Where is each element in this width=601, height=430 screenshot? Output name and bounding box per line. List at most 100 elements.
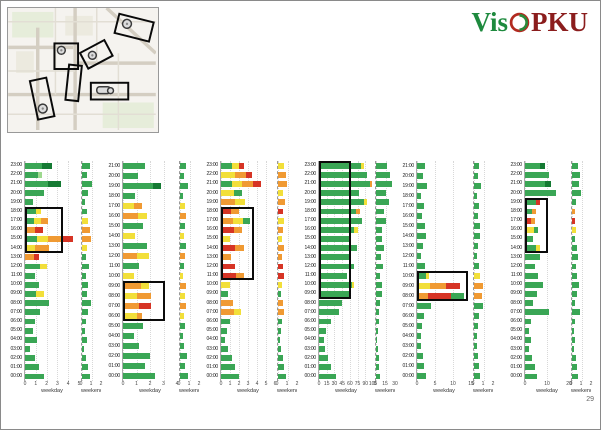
bar-row[interactable]: [278, 198, 297, 207]
bar-row[interactable]: [180, 171, 199, 181]
bar-row[interactable]: [221, 216, 275, 225]
bar-row[interactable]: [572, 317, 591, 326]
bar-row[interactable]: [474, 271, 493, 281]
bar-row[interactable]: [82, 170, 101, 179]
bar-row[interactable]: [123, 171, 177, 181]
bar-row[interactable]: [82, 253, 101, 262]
bar-row[interactable]: [417, 311, 471, 321]
bar-row[interactable]: [572, 372, 591, 381]
bar-row[interactable]: [278, 253, 297, 262]
bar-row[interactable]: [25, 354, 79, 363]
bar-row[interactable]: [417, 211, 471, 221]
bar-row[interactable]: [417, 201, 471, 211]
bar-row[interactable]: [82, 262, 101, 271]
bar-row[interactable]: [319, 280, 373, 289]
bar-row[interactable]: [376, 161, 395, 170]
bar-row[interactable]: [376, 216, 395, 225]
bar-row[interactable]: [221, 344, 275, 353]
bar-row[interactable]: [525, 372, 569, 381]
bar-row[interactable]: [278, 344, 297, 353]
bar-row[interactable]: [278, 326, 297, 335]
bar-row[interactable]: [474, 251, 493, 261]
bar-row[interactable]: [278, 299, 297, 308]
bar-row[interactable]: [278, 179, 297, 188]
bar-row[interactable]: [221, 207, 275, 216]
bar-row[interactable]: [417, 331, 471, 341]
bar-row[interactable]: [82, 335, 101, 344]
bar-row[interactable]: [417, 361, 471, 371]
bar-row[interactable]: [278, 234, 297, 243]
bar-row[interactable]: [474, 231, 493, 241]
bar-row[interactable]: [25, 189, 79, 198]
bar-row[interactable]: [319, 170, 373, 179]
bar-row[interactable]: [525, 179, 569, 188]
bar-row[interactable]: [376, 225, 395, 234]
bar-row[interactable]: [180, 321, 199, 331]
bar-row[interactable]: [82, 326, 101, 335]
bar-row[interactable]: [25, 216, 79, 225]
bar-row[interactable]: [376, 253, 395, 262]
selection-box[interactable]: [417, 271, 469, 301]
bar-row[interactable]: [417, 251, 471, 261]
bar-row[interactable]: [25, 308, 79, 317]
bar-row[interactable]: [319, 271, 373, 280]
bar-row[interactable]: [572, 234, 591, 243]
bar-row[interactable]: [474, 241, 493, 251]
bar-row[interactable]: [319, 207, 373, 216]
bar-row[interactable]: [417, 341, 471, 351]
bar-row[interactable]: [474, 171, 493, 181]
bar-row[interactable]: [25, 326, 79, 335]
bar-row[interactable]: [572, 253, 591, 262]
bar-row[interactable]: [221, 335, 275, 344]
bar-row[interactable]: [180, 251, 199, 261]
map-selection-box[interactable]: [89, 81, 130, 101]
bar-row[interactable]: [82, 308, 101, 317]
bar-row[interactable]: [525, 262, 569, 271]
bar-row[interactable]: [25, 372, 79, 381]
bar-row[interactable]: [180, 331, 199, 341]
bar-row[interactable]: [319, 179, 373, 188]
bar-row[interactable]: [572, 161, 591, 170]
bar-row[interactable]: [376, 280, 395, 289]
bar-row[interactable]: [417, 281, 471, 291]
bar-row[interactable]: [319, 299, 373, 308]
bar-row[interactable]: [417, 261, 471, 271]
bar-row[interactable]: [319, 317, 373, 326]
bar-row[interactable]: [123, 251, 177, 261]
bar-row[interactable]: [572, 289, 591, 298]
bar-row[interactable]: [278, 354, 297, 363]
bar-row[interactable]: [376, 372, 395, 381]
selection-box[interactable]: [221, 206, 255, 281]
bar-row[interactable]: [417, 301, 471, 311]
bar-row[interactable]: [180, 271, 199, 281]
bar-row[interactable]: [180, 341, 199, 351]
bar-row[interactable]: [180, 191, 199, 201]
bar-row[interactable]: [319, 354, 373, 363]
bar-row[interactable]: [221, 271, 275, 280]
bar-row[interactable]: [221, 170, 275, 179]
bar-row[interactable]: [417, 321, 471, 331]
bar-row[interactable]: [572, 363, 591, 372]
bar-row[interactable]: [180, 351, 199, 361]
bar-row[interactable]: [474, 361, 493, 371]
bar-row[interactable]: [474, 191, 493, 201]
bar-row[interactable]: [525, 317, 569, 326]
bar-row[interactable]: [180, 311, 199, 321]
bar-row[interactable]: [82, 216, 101, 225]
bar-row[interactable]: [221, 363, 275, 372]
bar-row[interactable]: [221, 179, 275, 188]
bar-row[interactable]: [525, 280, 569, 289]
bar-row[interactable]: [474, 181, 493, 191]
map-overview[interactable]: [7, 6, 159, 133]
bar-row[interactable]: [525, 308, 569, 317]
bar-row[interactable]: [572, 308, 591, 317]
bar-row[interactable]: [278, 372, 297, 381]
bar-row[interactable]: [572, 216, 591, 225]
bar-row[interactable]: [123, 361, 177, 371]
bar-row[interactable]: [180, 291, 199, 301]
bar-row[interactable]: [180, 231, 199, 241]
bar-row[interactable]: [221, 253, 275, 262]
bar-row[interactable]: [474, 301, 493, 311]
bar-row[interactable]: [525, 271, 569, 280]
bar-row[interactable]: [572, 280, 591, 289]
